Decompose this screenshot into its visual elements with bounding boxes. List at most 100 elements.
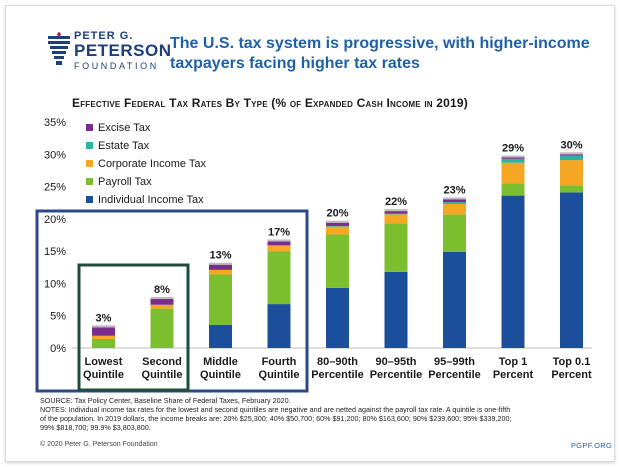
y-tick-label: 10% bbox=[44, 278, 66, 290]
y-tick-label: 5% bbox=[50, 311, 66, 323]
peterson-logo: PETER G. PETERSON FOUNDATION bbox=[48, 30, 171, 76]
y-tick-label: 30% bbox=[44, 149, 66, 161]
bar-segment bbox=[443, 199, 466, 203]
bar-segment bbox=[92, 338, 115, 348]
legend-label: Estate Tax bbox=[98, 140, 150, 152]
bar-segment bbox=[560, 192, 583, 348]
notes-line: of the population. In 2019 dollars, the … bbox=[40, 414, 512, 423]
bar-segment bbox=[384, 211, 408, 214]
bar-segment bbox=[560, 160, 583, 186]
category-label: 90–95th bbox=[376, 356, 417, 368]
legend-label: Corporate Income Tax bbox=[98, 158, 207, 170]
bar-cap bbox=[501, 155, 525, 158]
site-link[interactable]: PGPF.ORG bbox=[571, 441, 613, 450]
legend-label: Payroll Tax bbox=[98, 176, 152, 188]
category-label: Top 1 bbox=[499, 356, 528, 368]
bar-cap bbox=[209, 262, 232, 265]
bar-segment bbox=[443, 204, 466, 215]
bar-cap bbox=[443, 197, 466, 200]
bar-cap bbox=[326, 220, 349, 223]
bar-cap bbox=[150, 296, 174, 299]
notes-line: 99% $818,700; 99.9% $3,803,800. bbox=[40, 423, 151, 432]
bottom-quintiles-highlight-box bbox=[77, 263, 190, 392]
bar-segment bbox=[92, 327, 115, 336]
category-label: Top 0.1 bbox=[553, 356, 591, 368]
category-label: 95–99th bbox=[434, 356, 475, 368]
bar-segment bbox=[326, 234, 349, 288]
logo-line-1: PETER G. bbox=[74, 30, 134, 42]
bar-segment bbox=[326, 222, 349, 226]
bar-segment bbox=[443, 202, 466, 205]
y-tick-label: 15% bbox=[44, 246, 66, 258]
headline: The U.S. tax system is progressive, with… bbox=[170, 35, 590, 72]
logo-line-2: PETERSON bbox=[74, 41, 172, 60]
bar-segment bbox=[267, 241, 291, 246]
category-label: Lowest bbox=[85, 356, 123, 368]
y-tick-label: 20% bbox=[44, 214, 66, 226]
torch-icon bbox=[48, 32, 70, 65]
bar-segment bbox=[150, 304, 174, 309]
bar-cap bbox=[267, 239, 291, 242]
category-label: Middle bbox=[203, 356, 238, 368]
bar-segment bbox=[209, 264, 232, 270]
bar-segment bbox=[326, 225, 349, 227]
category-label: Quintile bbox=[259, 369, 300, 381]
bar-segment bbox=[92, 335, 115, 339]
legend-label: Excise Tax bbox=[98, 122, 151, 134]
category-label: 80–90th bbox=[317, 356, 358, 368]
bar-segment bbox=[267, 304, 291, 348]
category-label: Percentile bbox=[428, 369, 481, 381]
category-label: Percent bbox=[551, 369, 592, 381]
bar-segment bbox=[326, 287, 349, 348]
category-label: Percent bbox=[493, 369, 534, 381]
legend-label: Individual Income Tax bbox=[98, 194, 204, 206]
category-label: Second bbox=[142, 356, 182, 368]
total-label: 8% bbox=[154, 284, 170, 296]
bar-segment bbox=[209, 324, 232, 348]
bar-cap bbox=[560, 152, 583, 155]
category-label: Fourth bbox=[262, 356, 297, 368]
bar-segment bbox=[501, 162, 525, 184]
category-label: Quintile bbox=[142, 369, 183, 381]
legend-swatch bbox=[86, 178, 93, 185]
category-label: Percentile bbox=[311, 369, 364, 381]
bar-segment bbox=[209, 274, 232, 325]
legend-swatch bbox=[86, 124, 93, 131]
bar-segment bbox=[560, 185, 583, 193]
bar-segment bbox=[560, 154, 583, 156]
notes-line: NOTES: Individual income tax rates for t… bbox=[40, 405, 511, 414]
total-label: 17% bbox=[268, 226, 290, 238]
bar-segment bbox=[150, 308, 174, 348]
category-label: Quintile bbox=[200, 369, 241, 381]
bar-segment bbox=[501, 195, 525, 348]
bar-segment bbox=[384, 271, 408, 348]
copyright: © 2020 Peter G. Peterson Foundation bbox=[40, 441, 158, 448]
source-notes: SOURCE: Tax Policy Center, Baseline Shar… bbox=[40, 396, 600, 432]
chart-title: Effective Federal Tax Rates By Type (% o… bbox=[72, 96, 468, 110]
bar-segment bbox=[384, 223, 408, 272]
legend-swatch bbox=[86, 196, 93, 203]
total-label: 3% bbox=[96, 312, 112, 324]
bar-segment bbox=[443, 214, 466, 252]
bar-segment bbox=[501, 157, 525, 159]
total-label: 20% bbox=[326, 208, 348, 220]
bar-segment bbox=[267, 245, 291, 252]
bar-segment bbox=[384, 213, 408, 215]
y-tick-label: 35% bbox=[44, 117, 66, 129]
bar-segment bbox=[443, 251, 466, 348]
total-label: 22% bbox=[385, 196, 407, 208]
bar-segment bbox=[501, 158, 525, 163]
source-line: SOURCE: Tax Policy Center, Baseline Shar… bbox=[40, 396, 291, 405]
category-label: Percentile bbox=[370, 369, 423, 381]
category-label: Quintile bbox=[83, 369, 124, 381]
total-label: 30% bbox=[560, 139, 582, 151]
bar-segment bbox=[326, 226, 349, 235]
logo-line-3: FOUNDATION bbox=[74, 61, 159, 71]
y-tick-label: 0% bbox=[50, 343, 66, 355]
bar-cap bbox=[384, 209, 408, 212]
bar-segment bbox=[560, 155, 583, 161]
total-label: 29% bbox=[502, 143, 524, 155]
bar-segment bbox=[150, 298, 174, 305]
total-label: 13% bbox=[209, 250, 231, 262]
